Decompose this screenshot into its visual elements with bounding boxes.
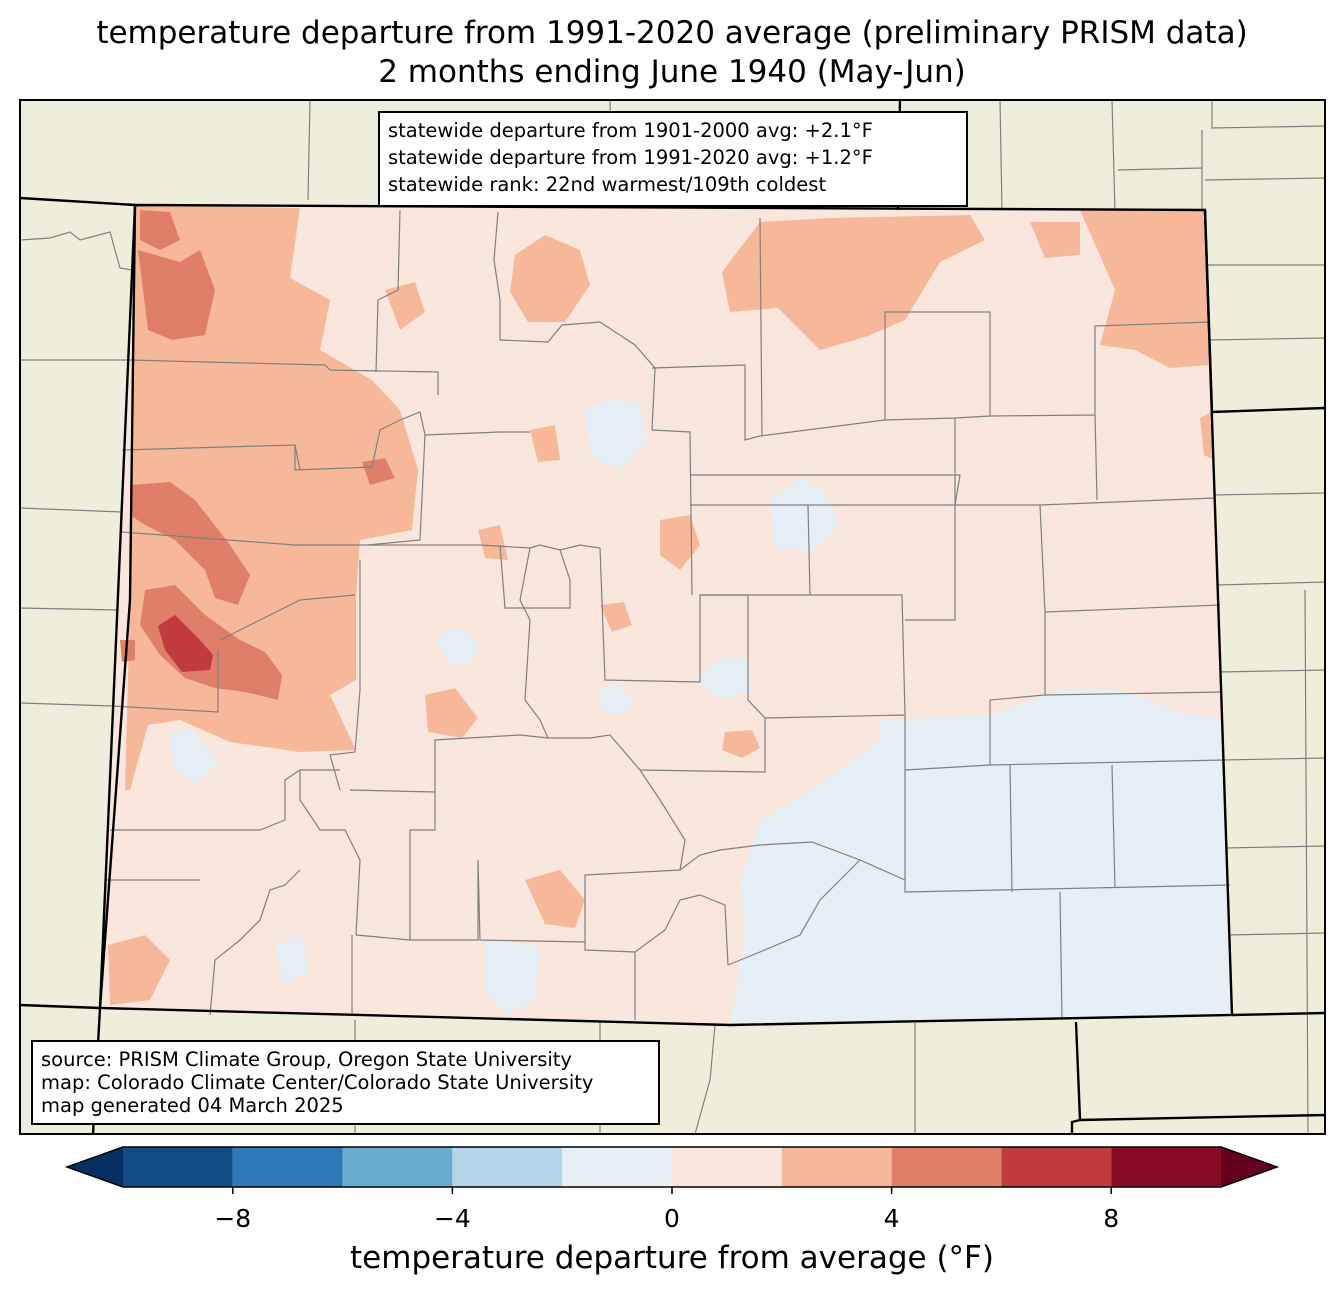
source-attribution-box: source: PRISM Climate Group, Oregon Stat… — [31, 1040, 660, 1125]
colorbar-bin-4 — [562, 1147, 672, 1187]
colorbar-bin-8 — [1001, 1147, 1112, 1187]
source-map-credit: map: Colorado Climate Center/Colorado St… — [41, 1071, 594, 1094]
colorbar-bin-1 — [232, 1147, 343, 1187]
source-map-date: map generated 04 March 2025 — [41, 1094, 344, 1117]
colorbar-tick-label: 0 — [664, 1204, 680, 1233]
neighbor-county-lines — [19, 99, 1326, 1135]
colorado-state-outline — [98, 203, 1234, 1027]
colorbar-bin-2 — [342, 1147, 453, 1187]
colorbar-tick-label: −8 — [214, 1204, 252, 1233]
colorbar-label: temperature departure from average (°F) — [350, 1240, 994, 1276]
colorbar-bin-6 — [781, 1147, 892, 1187]
colorbar — [64, 1146, 1280, 1194]
colorbar-tick-label: −4 — [433, 1204, 471, 1233]
source-data-credit: source: PRISM Climate Group, Oregon Stat… — [41, 1048, 572, 1071]
colorbar-tick-label: 8 — [1103, 1204, 1120, 1233]
colorbar-tick-label: 4 — [883, 1204, 900, 1233]
colorado-county-lines — [105, 209, 1231, 1021]
colorbar-over-arrow — [1221, 1147, 1277, 1187]
stats-rank: statewide rank: 22nd warmest/109th colde… — [388, 173, 827, 196]
map-title-line-1: temperature departure from 1991-2020 ave… — [96, 15, 1248, 51]
map-title-line-2: 2 months ending June 1940 (May-Jun) — [378, 54, 966, 90]
map-frame — [19, 99, 1326, 1135]
colorbar-bin-5 — [672, 1147, 782, 1187]
colorbar-bin-7 — [891, 1147, 1002, 1187]
colorbar-bin-0 — [123, 1147, 233, 1187]
cool-anomaly-regions — [168, 398, 1232, 1025]
stats-departure-1991-2020: statewide departure from 1991-2020 avg: … — [388, 146, 873, 169]
stats-departure-1901-2000: statewide departure from 1901-2000 avg: … — [388, 119, 873, 142]
statewide-stats-box: statewide departure from 1901-2000 avg: … — [378, 111, 968, 207]
warm-mid-anomaly-regions — [120, 210, 395, 700]
colorbar-outline — [64, 1146, 1280, 1188]
warm-hot-anomaly-region — [158, 615, 213, 672]
colorbar-under-arrow — [67, 1147, 123, 1187]
colorbar-bin-9 — [1111, 1147, 1221, 1187]
colorbar-bin-3 — [452, 1147, 563, 1187]
